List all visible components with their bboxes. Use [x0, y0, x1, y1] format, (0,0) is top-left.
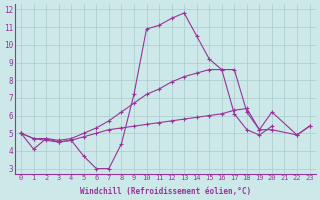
X-axis label: Windchill (Refroidissement éolien,°C): Windchill (Refroidissement éolien,°C)	[80, 187, 251, 196]
